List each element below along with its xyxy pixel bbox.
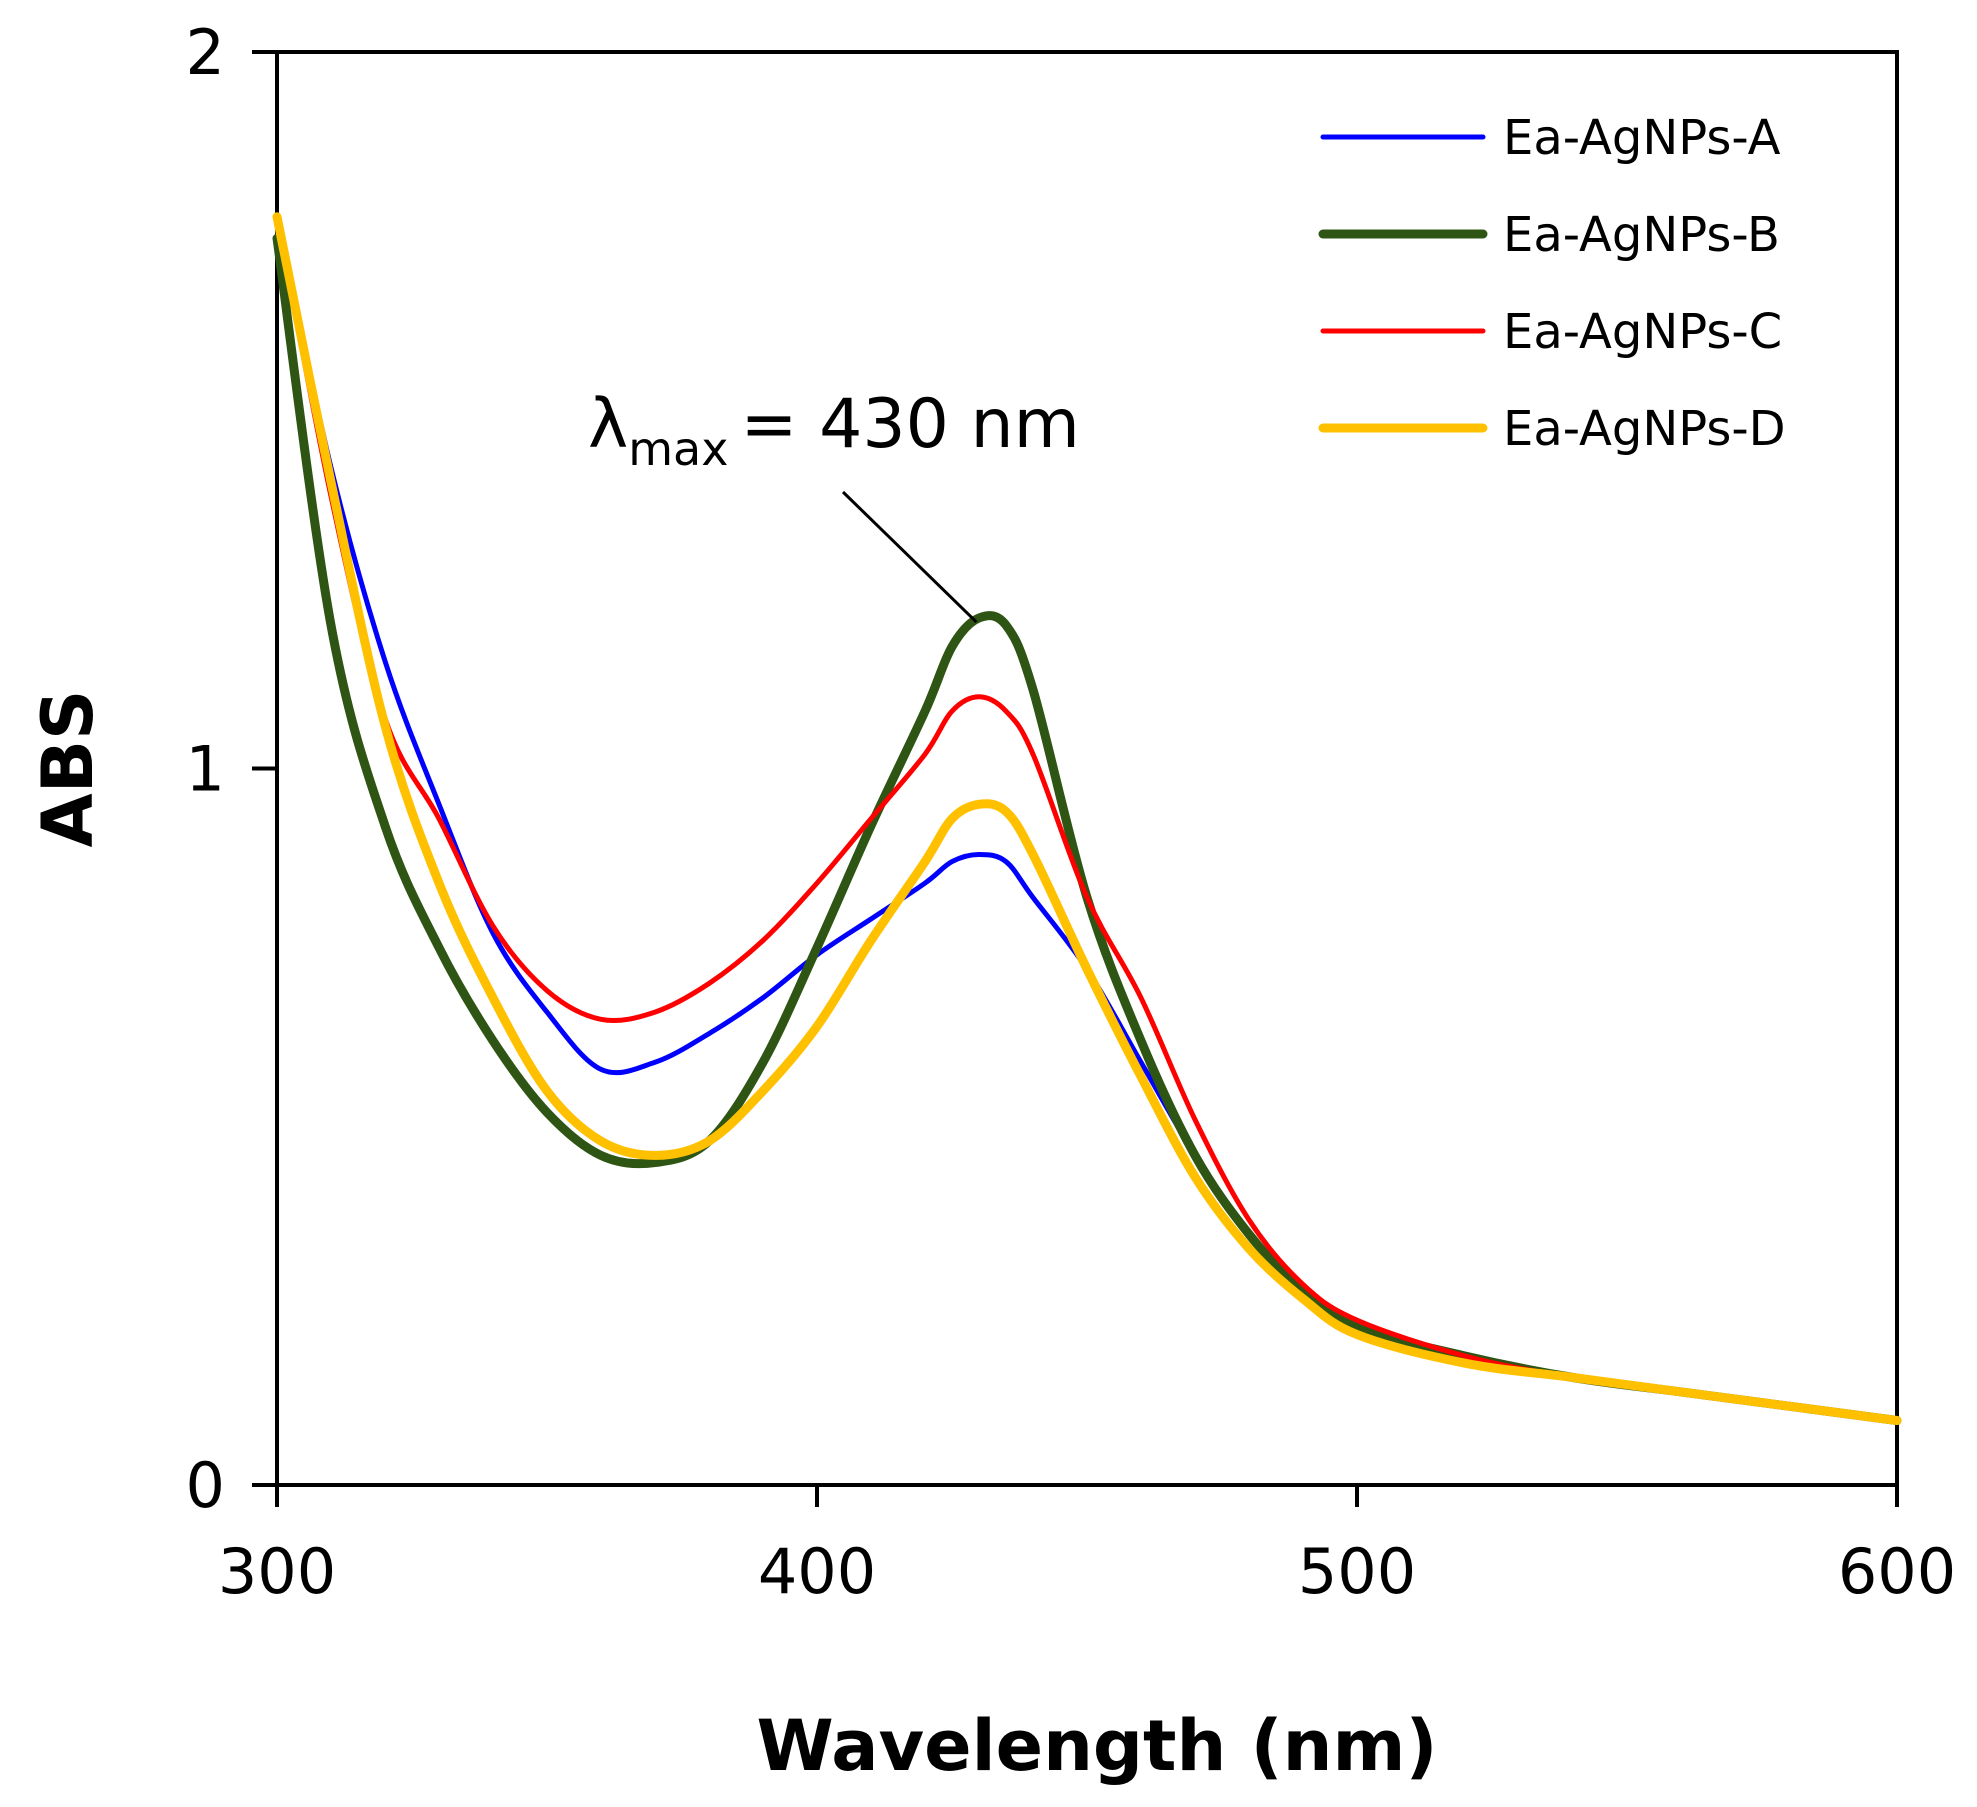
annotation-leader-line — [841, 490, 978, 624]
x-tick-label: 400 — [758, 1535, 876, 1608]
y-tick-label: 0 — [186, 1449, 225, 1522]
y-axis-title: ABS — [27, 690, 109, 848]
x-axis-title: Wavelength (nm) — [757, 1705, 1438, 1787]
x-tick-label: 600 — [1838, 1535, 1956, 1608]
legend-label-c: Ea-AgNPs-C — [1503, 304, 1782, 360]
y-tick-label: 1 — [186, 733, 225, 806]
legend: Ea-AgNPs-A Ea-AgNPs-B Ea-AgNPs-C Ea-AgNPs-D — [1318, 110, 1786, 457]
x-tick-label: 500 — [1298, 1535, 1416, 1608]
series-layer — [272, 212, 1902, 1425]
series-line-c — [274, 214, 1900, 1423]
legend-label-d: Ea-AgNPs-D — [1503, 401, 1786, 457]
axes-layer: 300 400 500 600 0 1 2 — [186, 16, 1957, 1608]
annotation-value: = 430 nm — [740, 385, 1079, 464]
peak-annotation: λmax = 430 nm — [588, 385, 1080, 624]
annotation-lambda: λ — [588, 385, 628, 464]
y-tick-label: 2 — [186, 16, 225, 89]
legend-label-b: Ea-AgNPs-B — [1503, 207, 1780, 263]
series-line-b — [272, 233, 1902, 1425]
series-line-d — [272, 212, 1902, 1425]
annotation-label: λmax = 430 nm — [588, 385, 1080, 476]
legend-label-a: Ea-AgNPs-A — [1503, 110, 1781, 166]
x-tick-label: 300 — [218, 1535, 336, 1608]
annotation-subscript: max — [628, 422, 728, 476]
